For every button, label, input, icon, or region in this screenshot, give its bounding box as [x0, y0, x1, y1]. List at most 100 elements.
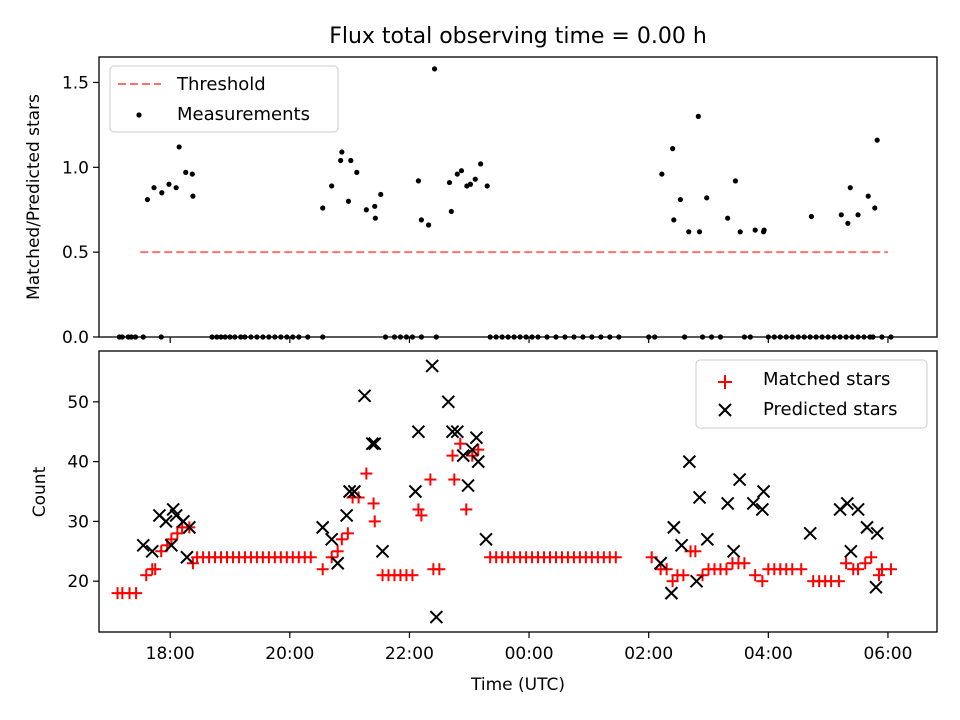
matched-star-marker [331, 545, 344, 558]
matched-star-marker [335, 533, 348, 546]
measurement-point [838, 212, 844, 218]
matched-star-marker [677, 569, 690, 582]
matched-star-marker [368, 515, 381, 528]
matched-star-marker [859, 557, 872, 570]
matched-star-marker [720, 563, 733, 576]
bottom-x-axis-label: Time (UTC) [470, 675, 565, 695]
predicted-star-marker [692, 490, 707, 505]
predicted-star-marker [664, 586, 679, 600]
predicted-star-marker [755, 502, 770, 517]
measurement-point [478, 161, 484, 167]
measurement-point [847, 185, 853, 191]
measurement-point [845, 220, 851, 226]
measurement-point [467, 181, 474, 187]
measurement-point [670, 146, 676, 152]
matched-star-marker [840, 557, 853, 570]
predicted-star-marker [365, 436, 380, 451]
matched-star-marker [852, 563, 865, 576]
top-x-ticks [169, 337, 889, 343]
predicted-star-marker [479, 532, 493, 547]
predicted-star-marker [689, 574, 704, 588]
predicted-star-marker [860, 520, 874, 535]
measurement-point [659, 171, 665, 177]
top-y-axis-label: Matched/Predicted stars [24, 94, 44, 300]
measurement-point [761, 227, 767, 233]
measurement-point [431, 66, 438, 72]
matched-stars-layer [111, 437, 897, 600]
matched-star-marker [155, 545, 168, 558]
measurement-point [725, 215, 731, 221]
bottom-legend-box [695, 359, 928, 429]
predicted-star-marker [840, 496, 854, 511]
predicted-star-marker [682, 454, 697, 469]
bottom-x-tick-label: 04:00 [744, 644, 793, 664]
top-plot-frame [98, 56, 938, 338]
bottom-y-tick-label: 20 [67, 572, 89, 592]
bottom-plot-frame [98, 350, 938, 633]
top-panel: 0.0 0.5 1.0 1.5 Matched/Predicted stars Thr… [24, 56, 938, 348]
measurement-point [677, 196, 683, 203]
predicted-star-marker [324, 532, 339, 547]
bottom-x-axis: 18:00 20:00 22:00 00:00 02:00 04:00 06:00 [146, 632, 912, 664]
measurement-point [329, 183, 335, 189]
measurement-point [448, 208, 454, 215]
matched-star-marker [424, 473, 437, 486]
matched-star-marker [460, 503, 473, 516]
predicted-star-marker [732, 472, 747, 487]
predicted-star-marker [368, 436, 382, 451]
measurement-point [446, 179, 453, 186]
predicted-star-marker [870, 526, 884, 541]
measurement-point [671, 217, 677, 223]
matched-star-marker [415, 509, 428, 522]
legend-measurements-label: Measurements [177, 104, 310, 125]
measurement-point [752, 227, 758, 233]
predicted-star-marker [700, 532, 715, 547]
legend-predicted-label: Predicted stars [763, 399, 897, 420]
measurement-point [183, 169, 189, 175]
top-y-tick-label: 0.0 [62, 328, 89, 348]
predicted-star-marker [375, 544, 390, 558]
top-y-tick-label: 1.0 [62, 158, 89, 178]
predicted-star-marker [180, 550, 194, 564]
measurement-point [704, 195, 710, 201]
predicted-star-marker [674, 538, 689, 553]
top-y-tick-label: 1.5 [62, 73, 89, 93]
measurement-point [732, 178, 739, 184]
measurement-point [378, 191, 384, 198]
predicted-star-marker [469, 430, 484, 445]
top-y-tick-label: 0.5 [62, 243, 89, 263]
measurement-point [472, 176, 478, 182]
predicted-star-marker [136, 538, 150, 553]
measurement-point [166, 181, 172, 187]
legend-matched-label: Matched stars [763, 369, 890, 390]
bottom-x-tick-label: 00:00 [505, 644, 554, 664]
measurement-point [418, 217, 424, 223]
matched-star-marker [472, 443, 485, 456]
matched-star-marker [165, 533, 178, 546]
bottom-y-axis: 20 30 40 50 [67, 393, 99, 592]
measurement-point [808, 213, 814, 220]
predicted-star-marker [471, 454, 485, 469]
measurement-point [173, 185, 179, 191]
measurement-point [190, 193, 196, 199]
measurement-point [189, 171, 195, 177]
measurement-point [348, 157, 354, 164]
matched-star-marker [149, 563, 162, 576]
measurement-point [151, 185, 157, 191]
measurement-point [872, 205, 878, 211]
predicted-star-marker [347, 484, 362, 499]
predicted-star-marker [441, 395, 456, 409]
bottom-x-tick-label: 06:00 [863, 644, 912, 664]
matched-star-marker [865, 551, 878, 564]
measurement-point [865, 193, 871, 199]
matched-star-marker [454, 437, 467, 450]
predicted-star-marker [330, 556, 345, 570]
measurement-point [484, 183, 490, 189]
predicted-star-marker [450, 425, 464, 439]
matched-star-marker [341, 527, 354, 540]
measurement-point [415, 178, 422, 184]
matched-star-marker [140, 569, 153, 582]
predicted-star-marker [720, 496, 735, 511]
bottom-panel: 20 30 40 50 18:00 20:00 22:00 00:00 02:00 04:00 0… [30, 350, 938, 695]
measurement-point [372, 215, 378, 221]
